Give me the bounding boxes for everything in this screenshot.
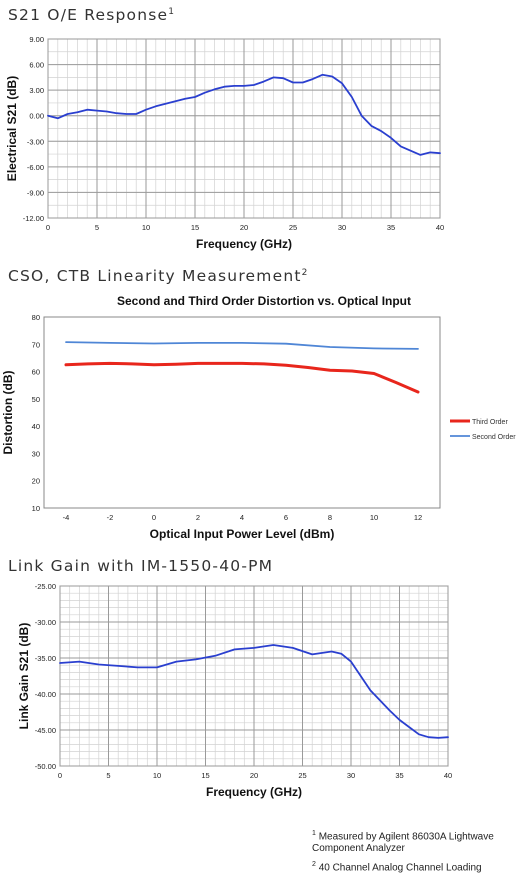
x-tick-label: 25: [298, 771, 306, 780]
y-tick-label: 40: [32, 422, 40, 431]
y-tick-label: -9.00: [27, 188, 44, 197]
x-tick-label: 15: [191, 223, 199, 232]
x-tick-label: 40: [436, 223, 444, 232]
footnotes: 1 Measured by Agilent 86030A Lightwave C…: [312, 828, 522, 879]
footnote-1: 1 Measured by Agilent 86030A Lightwave C…: [312, 828, 522, 855]
y-tick-label: 30: [32, 449, 40, 458]
x-tick-label: 30: [338, 223, 346, 232]
y-tick-label: 50: [32, 395, 40, 404]
x-tick-label: 30: [347, 771, 355, 780]
x-tick-label: 35: [387, 223, 395, 232]
x-tick-label: 10: [370, 513, 378, 522]
section-title-s21: S21 O/E Response1: [8, 6, 174, 24]
y-tick-label: 3.00: [29, 86, 44, 95]
x-tick-label: 4: [240, 513, 244, 522]
section-title-text: Link Gain with IM-1550-40-PM: [8, 557, 274, 575]
x-tick-label: 10: [153, 771, 161, 780]
x-tick-label: 12: [414, 513, 422, 522]
x-axis-label: Frequency (GHz): [206, 785, 302, 799]
x-tick-label: 15: [201, 771, 209, 780]
footnote-mark: 2: [312, 861, 316, 869]
y-axis-label: Link Gain S21 (dB): [17, 623, 31, 730]
x-tick-label: -4: [63, 513, 70, 522]
x-tick-label: 8: [328, 513, 332, 522]
plot-area: [43, 316, 441, 509]
x-tick-label: 0: [46, 223, 50, 232]
x-tick-label: -2: [107, 513, 114, 522]
series-line-second-order: [65, 341, 419, 350]
series-line: [59, 644, 449, 739]
y-tick-label: 10: [32, 504, 40, 513]
y-tick-label: -35.00: [35, 654, 56, 663]
footnote-text: Measured by Agilent 86030A Lightwave Com…: [312, 831, 494, 855]
x-tick-label: 6: [284, 513, 288, 522]
chart-title: Second and Third Order Distortion vs. Op…: [117, 294, 411, 308]
x-tick-label: 2: [196, 513, 200, 522]
y-tick-label: 20: [32, 477, 40, 486]
link-gain-chart: 0 5 10 15 20 25 30 35 40 -25.00 -30.00 -35.00 -40.00…: [17, 582, 452, 799]
y-tick-label: -12.00: [23, 214, 44, 223]
section-title-link-gain: Link Gain with IM-1550-40-PM: [8, 557, 273, 575]
footnote-2: 2 40 Channel Analog Channel Loading: [312, 859, 522, 874]
x-axis-label: Frequency (GHz): [196, 237, 292, 251]
y-tick-label: 70: [32, 340, 40, 349]
y-tick-label: -3.00: [27, 137, 44, 146]
x-tick-label: 10: [142, 223, 150, 232]
series-line: [47, 73, 441, 156]
x-tick-label: 20: [250, 771, 258, 780]
y-tick-label: -30.00: [35, 618, 56, 627]
y-tick-label: -6.00: [27, 163, 44, 172]
x-tick-label: 35: [395, 771, 403, 780]
y-axis-label: Distortion (dB): [1, 371, 15, 455]
section-title-linearity: CSO, CTB Linearity Measurement2: [8, 267, 307, 285]
y-tick-label: 0.00: [29, 112, 44, 121]
legend-label: Third Order: [472, 419, 508, 426]
x-tick-label: 40: [444, 771, 452, 780]
y-axis-label: Electrical S21 (dB): [5, 76, 19, 181]
y-tick-label: 80: [32, 313, 40, 322]
x-axis-label: Optical Input Power Level (dBm): [150, 527, 335, 541]
y-tick-label: -50.00: [35, 762, 56, 771]
footnote-text: 40 Channel Analog Channel Loading: [318, 862, 482, 874]
distortion-chart: -4 -2 0 2 4 6 8 10 12 80 70 60 50 40 30 20 10 Second and …: [1, 294, 516, 541]
y-tick-label: 60: [32, 368, 40, 377]
x-tick-label: 5: [106, 771, 110, 780]
y-tick-label: -25.00: [35, 582, 56, 591]
s21-response-chart: 0 5 10 15 20 25 30 35 40 9.00 6.00 3.00 0.00 -3.00 -6.…: [5, 35, 444, 251]
series-line-third-order: [64, 361, 420, 394]
x-tick-label: 25: [289, 223, 297, 232]
y-tick-label: 6.00: [29, 61, 44, 70]
section-title-text: CSO, CTB Linearity Measurement: [8, 267, 302, 285]
y-tick-label: -45.00: [35, 726, 56, 735]
x-tick-label: 0: [152, 513, 156, 522]
legend-label: Second Order: [472, 434, 516, 441]
y-tick-label: -40.00: [35, 690, 56, 699]
footnote-mark: 2: [301, 267, 308, 278]
x-tick-label: 0: [58, 771, 62, 780]
footnote-mark: 1: [312, 830, 316, 837]
footnote-mark: 1: [168, 6, 175, 17]
section-title-text: S21 O/E Response: [8, 6, 169, 24]
x-tick-label: 20: [240, 223, 248, 232]
x-tick-label: 5: [95, 223, 99, 232]
y-tick-label: 9.00: [29, 35, 44, 44]
